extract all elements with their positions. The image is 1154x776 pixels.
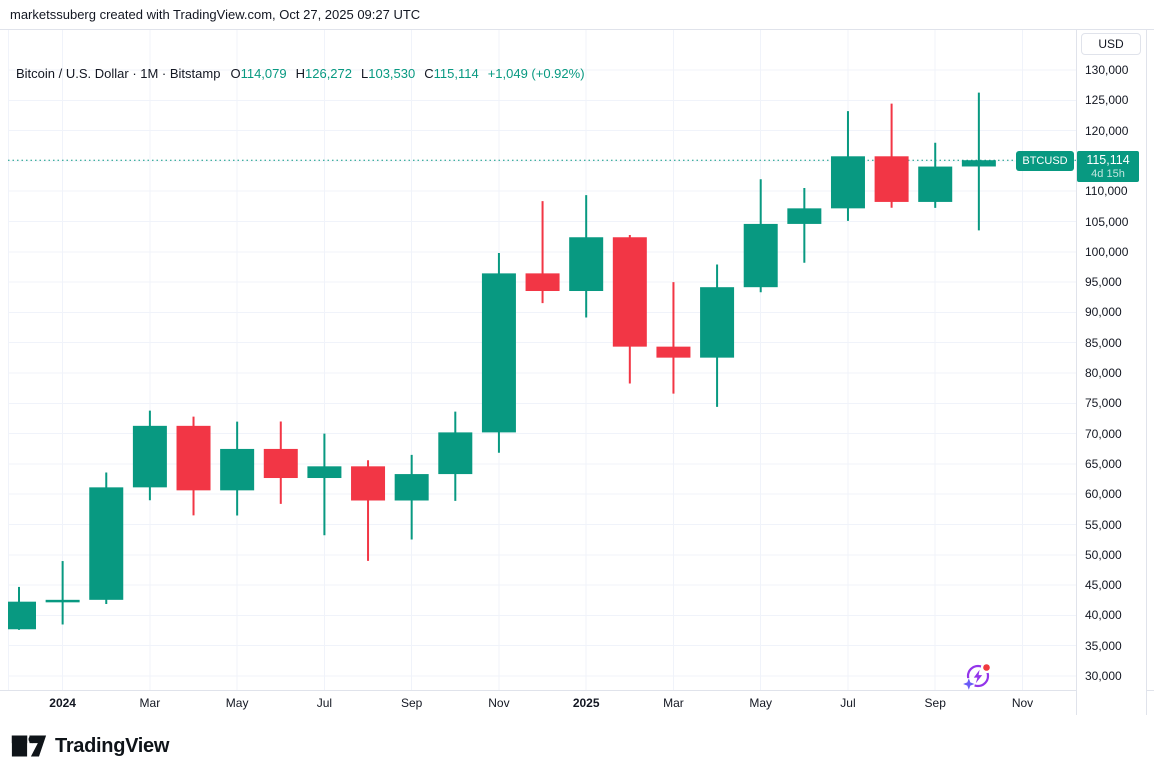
candle-body	[874, 156, 909, 202]
price-axis-label: 125,000	[1085, 93, 1129, 108]
candle-body	[45, 599, 80, 603]
candle-body	[132, 425, 167, 488]
time-axis-label: May	[749, 696, 773, 710]
candle-body	[612, 237, 647, 347]
candle-body	[961, 160, 996, 167]
plot-left-border	[8, 30, 9, 690]
footer: TradingView	[0, 716, 1154, 776]
price-axis-label: 120,000	[1085, 123, 1129, 138]
time-axis-label: Sep	[924, 696, 946, 710]
lightning-refresh-icon	[962, 661, 993, 690]
price-axis-label: 130,000	[1085, 63, 1129, 77]
price-axis-label: 45,000	[1085, 578, 1122, 593]
price-axis-label: 30,000	[1085, 669, 1122, 683]
time-axis-label: Mar	[139, 696, 161, 710]
symbol-title: Bitcoin / U.S. Dollar · 1M · Bitstamp	[16, 66, 221, 81]
candle-body	[307, 466, 342, 479]
time-axis-label: Mar	[663, 696, 684, 710]
time-axis-label: Nov	[1011, 696, 1034, 710]
price-axis-label: 85,000	[1085, 335, 1122, 350]
price-scale[interactable]: USD 130,000 125,000 120,000 110,000 105,000 1…	[1076, 30, 1147, 715]
candle-body	[918, 166, 953, 202]
tradingview-logo[interactable]: TradingView	[10, 733, 169, 759]
instant-refresh-button[interactable]	[962, 659, 994, 693]
ohlc-high: H126,272	[295, 66, 352, 81]
candle-body	[220, 448, 255, 491]
price-axis-label: 105,000	[1085, 214, 1129, 229]
price-axis-label: 95,000	[1085, 275, 1122, 290]
price-axis-label: 40,000	[1085, 608, 1122, 623]
candle-body	[569, 237, 604, 292]
price-axis-label: 90,000	[1085, 305, 1122, 320]
time-axis-label: 2024	[49, 696, 76, 710]
ohlc-open: O114,079	[230, 66, 287, 81]
price-axis-label: 70,000	[1085, 426, 1122, 441]
tradingview-logo-text: TradingView	[55, 734, 170, 757]
candle-body	[656, 346, 691, 358]
current-price-badge: 115,114 4d 15h	[1077, 151, 1139, 182]
candle-body	[89, 487, 124, 600]
attribution-bar: marketssuberg created with TradingView.c…	[0, 0, 1154, 30]
attribution-text: marketssuberg created with TradingView.c…	[10, 7, 421, 22]
time-axis-label: Nov	[488, 696, 510, 710]
ohlc-close: C115,114	[424, 66, 479, 81]
tradingview-logo-icon	[11, 735, 47, 757]
price-axis-label: 75,000	[1085, 396, 1122, 411]
candle-body	[263, 448, 298, 479]
time-axis-label: Sep	[400, 696, 423, 710]
candle-body	[8, 601, 36, 630]
symbol-legend: Bitcoin / U.S. Dollar · 1M · Bitstamp O1…	[16, 66, 585, 81]
candle-body	[743, 223, 778, 288]
candle-body	[525, 273, 560, 292]
time-scale[interactable]: 2024 Mar May Jul Sep Nov 2025 Mar May Jul Sep Nov	[0, 690, 1154, 716]
price-axis-label: 80,000	[1085, 366, 1122, 380]
candle-body	[830, 156, 865, 209]
bar-close-countdown: 4d 15h	[1091, 168, 1125, 180]
price-axis-label: 50,000	[1085, 547, 1122, 562]
price-axis-label: 60,000	[1085, 487, 1122, 502]
candle-body	[394, 474, 429, 501]
chart-widget: Bitcoin / U.S. Dollar · 1M · Bitstamp O1…	[0, 30, 1154, 716]
price-axis-label: 55,000	[1085, 517, 1122, 532]
candle-body	[787, 208, 822, 224]
price-change: +1,049 (+0.92%)	[487, 66, 585, 81]
candle-body	[700, 287, 735, 358]
time-axis-label: 2025	[572, 696, 600, 710]
candlestick-chart[interactable]	[8, 30, 1076, 690]
candle-body	[351, 466, 386, 501]
price-axis-label: 35,000	[1085, 638, 1122, 653]
time-axis-label: Jul	[840, 696, 856, 710]
current-price-value: 115,114	[1086, 153, 1130, 167]
time-axis-label: May	[225, 696, 249, 710]
time-axis-label: Jul	[316, 696, 333, 710]
ohlc-low: L103,530	[361, 66, 416, 81]
price-axis-label: 110,000	[1085, 184, 1128, 199]
symbol-price-line-badge: BTCUSD	[1016, 151, 1074, 171]
currency-toggle-button[interactable]: USD	[1081, 33, 1141, 55]
candle-body	[481, 273, 516, 433]
price-axis-label: 100,000	[1085, 244, 1129, 259]
candle-body	[176, 425, 211, 491]
candle-body	[438, 432, 473, 475]
price-axis-label: 65,000	[1085, 456, 1122, 471]
